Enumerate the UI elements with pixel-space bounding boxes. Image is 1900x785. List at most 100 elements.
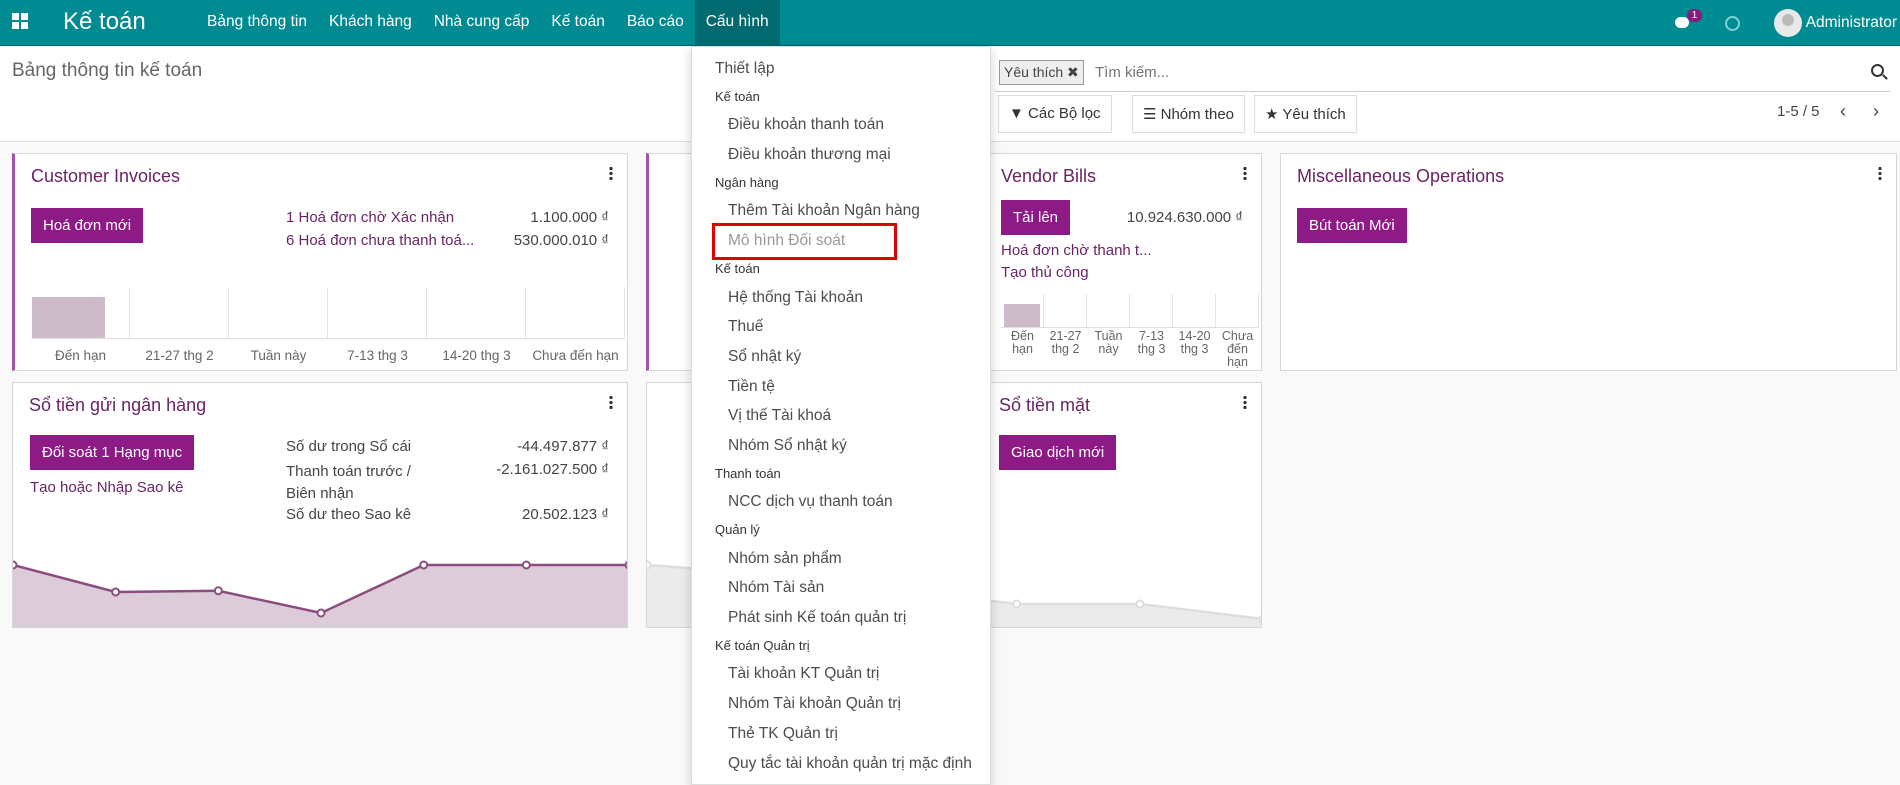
aging-bar-chart	[1001, 294, 1259, 328]
dropdown-item[interactable]: Thiết lập	[715, 60, 775, 77]
chart-point[interactable]	[521, 560, 531, 570]
bank-journal-card: Sổ tiền gửi ngân hàng Đối soát 1 Hạng mụ…	[12, 382, 628, 628]
dropdown-item[interactable]: Nhóm Tài khoản Quản trị	[728, 695, 901, 713]
chart-point[interactable]	[419, 560, 429, 570]
star-icon: ★	[1265, 106, 1283, 123]
more-vertical-icon[interactable]	[1243, 166, 1247, 180]
chart-point[interactable]	[624, 560, 629, 570]
user-menu[interactable]: Administrator	[1805, 14, 1897, 31]
upload-button[interactable]: Tải lên	[1001, 200, 1071, 235]
chat-badge: 1	[1686, 9, 1703, 22]
chart-column	[1001, 294, 1044, 327]
chart-column	[427, 287, 526, 338]
dropdown-item[interactable]: Tài khoản KT Quản trị	[728, 665, 880, 683]
dropdown-item[interactable]: NCC dịch vụ thanh toán	[728, 493, 893, 511]
menu-customers[interactable]: Khách hàng	[328, 13, 412, 30]
dropdown-item[interactable]: Nhóm Tài sản	[728, 579, 825, 597]
chart-x-label: 14-20 thg 3	[1178, 329, 1211, 356]
pager-value: 1-5 / 5	[1777, 103, 1820, 120]
chart-area	[13, 565, 627, 627]
chat-icon[interactable]: 1	[1674, 9, 1703, 31]
menu-dashboard[interactable]: Bảng thông tin	[207, 13, 307, 30]
group-by-label: Nhóm theo	[1160, 106, 1234, 123]
bars-icon: ☰	[1143, 106, 1161, 123]
reconcile-button[interactable]: Đối soát 1 Hạng mục	[30, 435, 195, 470]
chart-point[interactable]	[1012, 599, 1022, 609]
more-vertical-icon[interactable]	[1243, 395, 1247, 409]
dropdown-item[interactable]: Thuế	[728, 318, 764, 336]
statement-balance-amount: 20.502.123 ₫	[522, 506, 609, 523]
create-import-statement-link[interactable]: Tạo hoặc Nhập Sao kê	[30, 479, 184, 496]
dropdown-section-header: Kế toán	[715, 260, 760, 276]
search-facet[interactable]: Yêu thích ✖	[999, 60, 1084, 85]
dropdown-item[interactable]: Thẻ TK Quản trị	[728, 724, 838, 742]
bills-to-pay-link[interactable]: Hoá đơn chờ thanh t...	[1001, 242, 1152, 259]
menu-vendors[interactable]: Nhà cung cấp	[433, 13, 530, 30]
search-icon[interactable]	[1871, 64, 1884, 77]
bills-to-pay-amount: 10.924.630.000 ₫	[1126, 209, 1243, 226]
menu-reports[interactable]: Báo cáo	[626, 13, 684, 30]
new-transaction-button[interactable]: Giao dịch mới	[999, 435, 1117, 470]
page-title: Bảng thông tin kế toán	[12, 60, 203, 81]
create-manually-link[interactable]: Tạo thủ công	[1001, 264, 1089, 281]
group-by-button[interactable]: ☰ Nhóm theo	[1132, 95, 1245, 133]
menu-accounting[interactable]: Kế toán	[551, 13, 605, 30]
dropdown-item[interactable]: Hệ thống Tài khoản	[728, 288, 864, 306]
chart-x-label: 14-20 thg 3	[442, 348, 511, 363]
dropdown-item[interactable]: Phát sinh Kế toán quản trị	[728, 609, 907, 627]
avatar[interactable]	[1773, 9, 1802, 37]
chart-point[interactable]	[316, 608, 326, 618]
card-title[interactable]: Vendor Bills	[1001, 166, 1097, 186]
remove-facet-icon[interactable]: ✖	[1067, 64, 1079, 80]
more-vertical-icon[interactable]	[609, 395, 613, 409]
card-title[interactable]: Miscellaneous Operations	[1297, 166, 1505, 186]
chart-column	[1044, 294, 1087, 327]
dropdown-item[interactable]: Quy tắc tài khoản quản trị mặc định	[728, 754, 972, 772]
chart-column	[526, 287, 625, 338]
chart-point[interactable]	[1135, 599, 1145, 609]
dropdown-item[interactable]: Thêm Tài khoản Ngân hàng	[728, 202, 920, 220]
chart-column	[229, 287, 328, 338]
chevron-right-icon[interactable]: ›	[1873, 101, 1879, 121]
card-title[interactable]: Sổ tiền gửi ngân hàng	[29, 395, 207, 415]
chart-column	[1130, 294, 1173, 327]
chart-bar[interactable]	[32, 297, 105, 338]
new-invoice-button[interactable]: Hoá đơn mới	[31, 208, 144, 243]
chart-x-label: Chưa đến hạn	[532, 348, 619, 363]
menu-configuration[interactable]: Cấu hình	[694, 0, 780, 46]
chart-point[interactable]	[647, 560, 652, 570]
activity-clock-icon[interactable]	[1724, 15, 1740, 31]
favorites-label: Yêu thích	[1282, 106, 1346, 123]
new-entry-button[interactable]: Bút toán Mới	[1297, 208, 1407, 243]
dropdown-item[interactable]: Nhóm sản phẩm	[728, 549, 842, 567]
chart-column	[1087, 294, 1130, 327]
chart-point[interactable]	[13, 560, 18, 570]
dropdown-item[interactable]: Sổ nhật ký	[728, 347, 802, 365]
search-input[interactable]	[1095, 64, 1595, 81]
dropdown-item[interactable]: Vị thế Tài khoá	[728, 407, 832, 425]
chart-point[interactable]	[213, 586, 223, 596]
unpaid-invoices-link[interactable]: 6 Hoá đơn chưa thanh toá...	[286, 232, 475, 249]
favorites-button[interactable]: ★ Yêu thích	[1254, 95, 1357, 133]
dropdown-item[interactable]: Điều khoản thanh toán	[728, 116, 884, 134]
chart-x-label: Tuần này	[1094, 329, 1123, 356]
apps-grid-icon[interactable]	[12, 13, 28, 29]
chart-point[interactable]	[111, 587, 121, 597]
card-title[interactable]: Sổ tiền mặt	[999, 395, 1091, 415]
chart-column	[1173, 294, 1216, 327]
dropdown-item[interactable]: Tiền tệ	[728, 377, 775, 395]
chevron-left-icon[interactable]: ‹	[1840, 101, 1846, 121]
card-title[interactable]: Customer Invoices	[31, 166, 181, 186]
filters-button[interactable]: ▼ Các Bộ lọc	[998, 95, 1112, 133]
dropdown-item[interactable]: Nhóm Sổ nhật ký	[728, 436, 847, 454]
more-vertical-icon[interactable]	[1878, 166, 1882, 180]
chart-x-label: 21-27 thg 2	[145, 348, 214, 363]
dropdown-item[interactable]: Điều khoản thương mại	[728, 146, 891, 164]
more-vertical-icon[interactable]	[609, 166, 613, 180]
invoices-to-validate-link[interactable]: 1 Hoá đơn chờ Xác nhận	[286, 209, 455, 226]
dropdown-section-header: Thanh toán	[715, 465, 781, 481]
invoices-to-validate-amount: 1.100.000 ₫	[530, 209, 609, 226]
chart-bar[interactable]	[1004, 303, 1040, 327]
statement-balance-label: Số dư theo Sao kê	[286, 506, 412, 523]
chart-point[interactable]	[1258, 614, 1263, 624]
